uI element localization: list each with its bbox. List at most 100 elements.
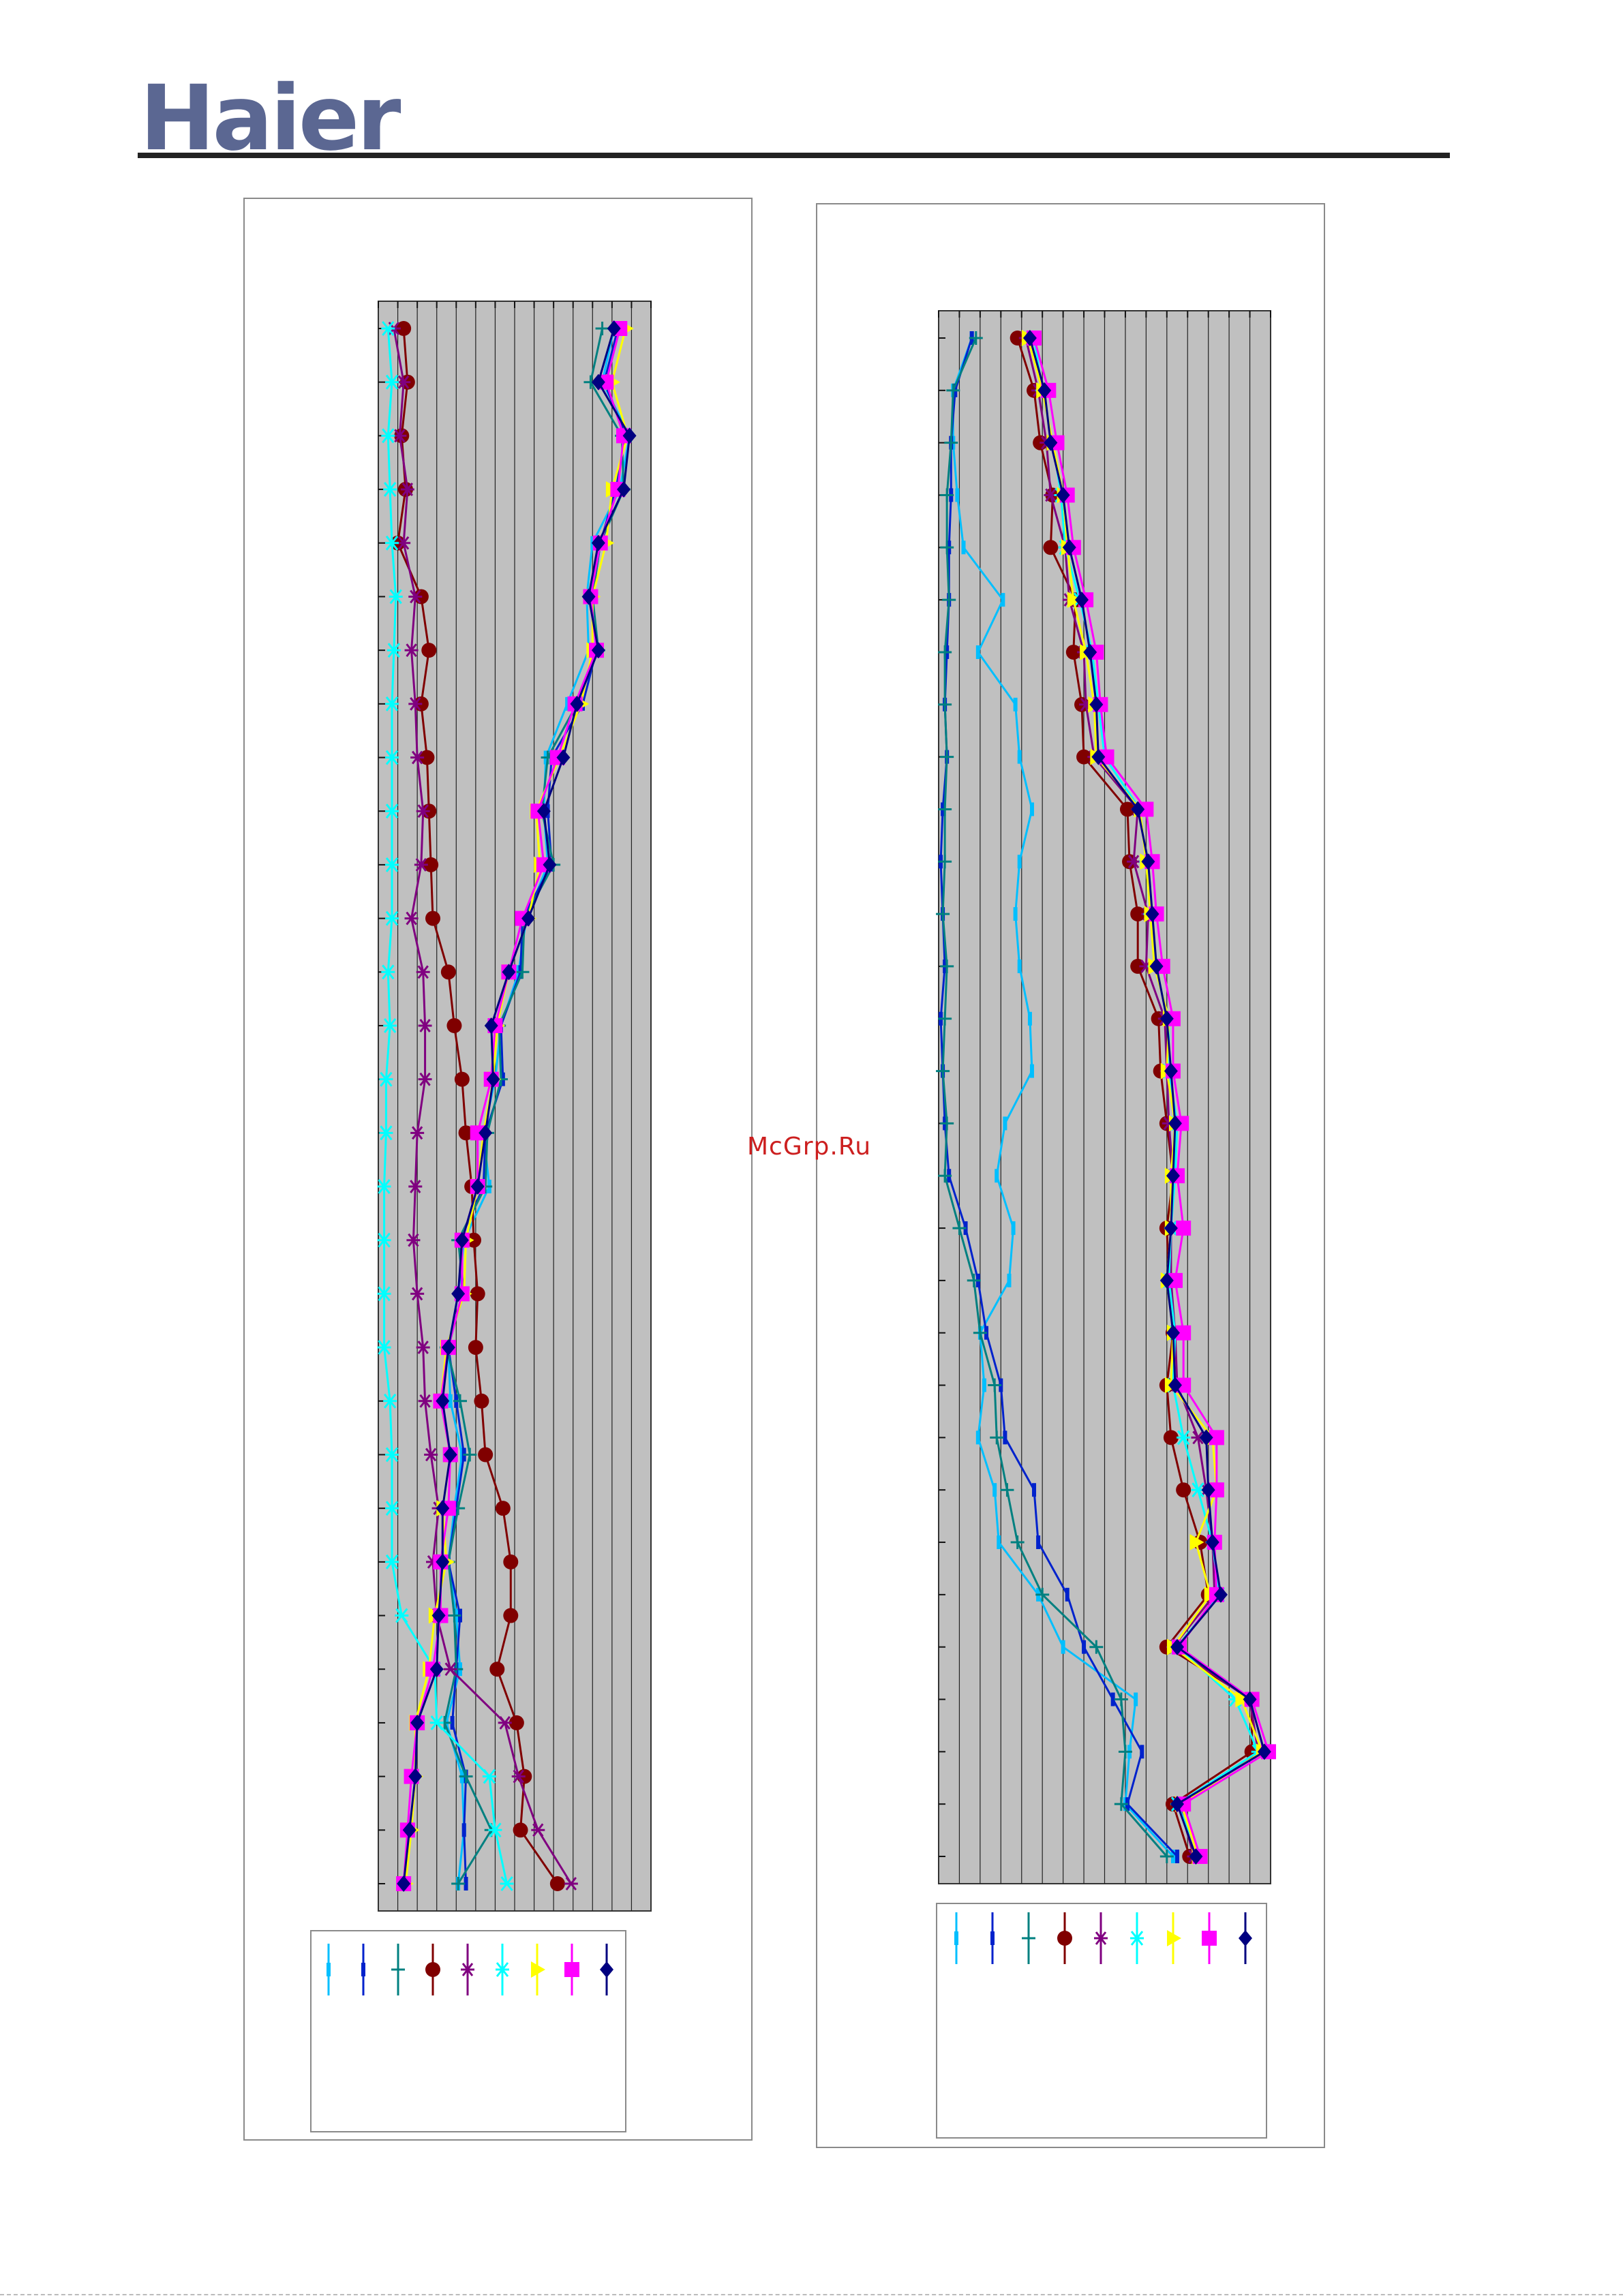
data-point	[443, 1662, 457, 1677]
data-point	[385, 696, 399, 711]
data-point	[408, 1180, 423, 1193]
data-point	[1017, 855, 1022, 869]
data-point	[474, 1393, 489, 1409]
data-point	[385, 1554, 399, 1570]
data-point	[997, 1535, 1001, 1550]
data-point	[418, 1019, 432, 1032]
data-point	[1209, 1430, 1224, 1445]
data-point	[1168, 1377, 1182, 1394]
data-point	[622, 427, 637, 444]
data-point	[486, 1071, 500, 1088]
data-point	[531, 1823, 545, 1837]
series-markers-8	[397, 320, 637, 1892]
legend-marker	[600, 1961, 613, 1978]
data-point	[1062, 539, 1076, 556]
data-point	[1140, 1745, 1144, 1759]
data-point	[455, 1231, 469, 1249]
footer-divider	[0, 2294, 1623, 2295]
data-point	[484, 1017, 498, 1034]
legend-entry-4	[461, 1944, 474, 1995]
data-point	[397, 375, 411, 389]
data-point	[503, 1554, 519, 1570]
legend-marker	[327, 1963, 331, 1976]
chart-right	[936, 310, 1276, 1884]
data-point	[1201, 1482, 1215, 1499]
data-point	[461, 1823, 466, 1837]
legend-entry-0	[954, 1912, 958, 1964]
data-point	[946, 383, 960, 397]
data-point	[482, 1769, 496, 1784]
data-point	[1213, 1586, 1228, 1603]
data-point	[556, 749, 571, 766]
data-point	[1017, 750, 1022, 764]
data-point	[470, 1178, 485, 1195]
data-point	[396, 321, 412, 336]
legend-marker	[1094, 1931, 1108, 1945]
data-point	[1176, 1377, 1192, 1393]
data-point	[410, 1714, 425, 1731]
data-point	[1056, 487, 1070, 504]
data-point	[1013, 697, 1018, 711]
data-point	[1134, 1692, 1138, 1706]
data-point	[385, 1447, 399, 1463]
data-point	[973, 1326, 987, 1340]
data-point	[450, 1715, 455, 1730]
data-point	[591, 642, 605, 659]
data-point	[377, 1179, 391, 1194]
data-point	[549, 1876, 565, 1891]
data-point	[381, 321, 395, 336]
data-point	[581, 588, 596, 605]
legend-marker	[1202, 1931, 1217, 1946]
data-point	[406, 1233, 421, 1247]
data-point	[1176, 1325, 1192, 1341]
legend-marker	[425, 1962, 440, 1977]
data-point	[400, 483, 414, 496]
data-point	[938, 697, 952, 711]
legend-entry-7	[564, 1944, 579, 1995]
legend-marker	[461, 1963, 474, 1976]
data-point	[1159, 1272, 1174, 1289]
legend-entry-2	[391, 1944, 405, 1995]
data-point	[431, 1607, 446, 1624]
data-point	[408, 590, 423, 604]
data-point	[975, 645, 980, 659]
data-point	[408, 697, 423, 711]
data-point	[416, 804, 430, 818]
legend-marker	[1167, 1930, 1181, 1946]
data-point	[1164, 1220, 1178, 1237]
legend-entry-3	[425, 1944, 440, 1995]
haier-logo: Haier	[140, 66, 401, 171]
series-line-8	[402, 328, 631, 1884]
data-point	[1001, 593, 1005, 607]
series-markers-8	[1022, 330, 1271, 1865]
data-point	[1209, 1482, 1224, 1498]
data-point	[377, 1232, 391, 1248]
data-point	[385, 803, 399, 819]
data-point	[1114, 1797, 1128, 1811]
data-point	[1089, 696, 1104, 713]
data-point	[383, 1393, 397, 1409]
data-point	[1089, 1640, 1104, 1654]
data-point	[940, 488, 954, 502]
data-point	[389, 589, 403, 604]
data-point	[570, 695, 584, 712]
data-point	[543, 856, 557, 873]
data-point	[395, 1608, 409, 1623]
data-point	[1189, 1534, 1204, 1551]
legend-marker	[990, 1931, 995, 1945]
legend-marker	[1130, 1931, 1144, 1946]
data-point	[1199, 1429, 1213, 1446]
data-point	[1170, 1638, 1185, 1655]
data-point	[470, 1286, 485, 1302]
data-point	[418, 1072, 432, 1086]
data-point	[451, 1285, 466, 1302]
data-point	[446, 1017, 462, 1033]
data-point	[1082, 1640, 1087, 1654]
data-point	[936, 1064, 950, 1078]
data-point	[1166, 1167, 1180, 1184]
data-point	[1257, 1743, 1271, 1760]
data-point	[607, 320, 621, 337]
legend-entry-8	[600, 1944, 613, 1995]
data-point	[410, 750, 425, 765]
legend-right	[936, 1903, 1267, 2139]
